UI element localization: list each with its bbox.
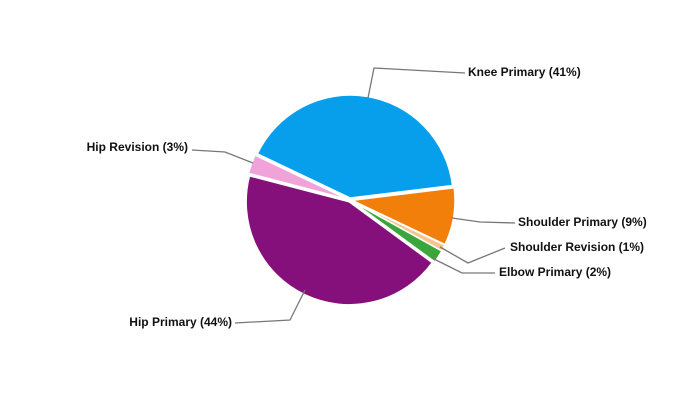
slice-label: Knee Primary (41%) bbox=[468, 65, 581, 79]
pie-slice bbox=[351, 200, 443, 263]
slice-label: Shoulder Primary (9%) bbox=[518, 215, 647, 229]
slice-label: Elbow Primary (2%) bbox=[499, 265, 611, 279]
leader-line bbox=[367, 67, 466, 99]
slice-label: Hip Primary (44%) bbox=[129, 315, 232, 329]
leader-line bbox=[431, 257, 495, 274]
slice-label: Hip Revision (3%) bbox=[87, 140, 188, 154]
leader-line bbox=[439, 246, 506, 264]
pie-slice bbox=[247, 154, 349, 201]
pie-slice bbox=[245, 174, 434, 306]
leader-line bbox=[234, 289, 306, 324]
leader-line bbox=[451, 217, 516, 224]
slice-label: Shoulder Revision (1%) bbox=[510, 240, 644, 254]
pie-slice bbox=[256, 94, 454, 199]
leader-line bbox=[191, 149, 254, 164]
